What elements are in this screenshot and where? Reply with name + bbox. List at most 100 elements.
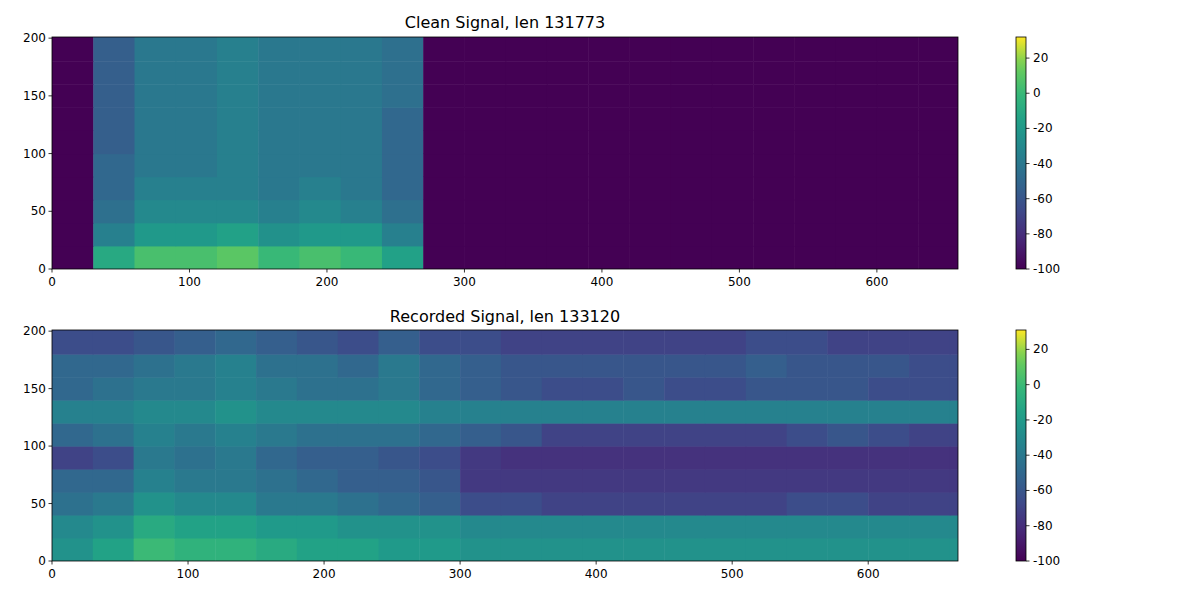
- heatmap-cell: [909, 423, 950, 446]
- heatmap-cell: [623, 446, 664, 469]
- heatmap-cell: [299, 246, 341, 269]
- heatmap-cell: [629, 177, 671, 201]
- heatmap-cell: [256, 515, 297, 538]
- heatmap-cell: [464, 61, 506, 85]
- heatmap-cell: [378, 423, 419, 446]
- heatmap-cell: [506, 130, 548, 154]
- heatmap-cell: [794, 61, 836, 85]
- heatmap-cell: [423, 154, 465, 178]
- heatmap-cell: [52, 446, 93, 469]
- heatmap-cell: [460, 377, 501, 400]
- heatmap-cell: [501, 515, 542, 538]
- heatmap-cell: [297, 354, 338, 377]
- heatmap-cell: [174, 492, 215, 515]
- heatmap-cell: [868, 330, 909, 355]
- heatmap-cell: [215, 538, 256, 561]
- heatmap-cell: [341, 154, 383, 178]
- heatmap-cell: [174, 515, 215, 538]
- heatmap-cell: [93, 84, 135, 108]
- y-tick-label: 50: [31, 204, 46, 218]
- x-tick-label: 0: [48, 567, 56, 581]
- y-tick-label: 100: [23, 147, 46, 161]
- x-tick-label: 300: [453, 275, 476, 289]
- heatmap-cell: [419, 400, 460, 423]
- heatmap-cell: [836, 130, 878, 154]
- heatmap-cell: [827, 330, 868, 355]
- heatmap-cell: [299, 200, 341, 224]
- heatmap-cell: [950, 492, 958, 515]
- heatmap-cell: [542, 469, 583, 492]
- heatmap-cell: [877, 246, 919, 269]
- heatmap-cell: [52, 37, 94, 62]
- heatmap-cell: [174, 377, 215, 400]
- heatmap-cell: [176, 177, 218, 201]
- title: Recorded Signal, len 133120: [390, 307, 620, 326]
- heatmap-cell: [542, 400, 583, 423]
- heatmap-cell: [93, 107, 135, 131]
- y-tick: [49, 95, 53, 96]
- heatmap-cell: [588, 130, 630, 154]
- heatmap-cell: [176, 107, 218, 131]
- heatmap-cell: [501, 538, 542, 561]
- heatmap-cell: [705, 377, 746, 400]
- heatmap-cell: [623, 423, 664, 446]
- heatmap-cell: [423, 130, 465, 154]
- heatmap-cell: [134, 61, 176, 85]
- heatmap-cell: [501, 377, 542, 400]
- heatmap-cell: [299, 84, 341, 108]
- heatmap-cell: [868, 377, 909, 400]
- heatmap-cell: [836, 37, 878, 62]
- heatmap-cell: [134, 37, 176, 62]
- heatmap-cell: [299, 223, 341, 247]
- heatmap-cell: [256, 492, 297, 515]
- x-tick: [596, 561, 597, 565]
- heatmap-cell: [93, 377, 134, 400]
- heatmap-cell: [52, 538, 93, 561]
- y-tick-label: 0: [38, 554, 46, 568]
- heatmap-cell: [542, 354, 583, 377]
- heatmap-cell: [423, 200, 465, 224]
- heatmap-cell: [338, 492, 379, 515]
- colorbar-tick: [1026, 163, 1030, 164]
- heatmap-cell: [215, 515, 256, 538]
- heatmap-cell: [877, 37, 919, 62]
- heatmap-cell: [215, 423, 256, 446]
- title: Clean Signal, len 131773: [405, 13, 605, 32]
- heatmap-cell: [877, 61, 919, 85]
- x-tick: [464, 269, 465, 273]
- heatmap-cell: [705, 446, 746, 469]
- heatmap-cell: [93, 515, 134, 538]
- heatmap-cell: [583, 330, 624, 355]
- heatmap-cell: [877, 130, 919, 154]
- heatmap-cell: [423, 223, 465, 247]
- heatmap-cell: [950, 377, 958, 400]
- heatmap-cell: [753, 61, 795, 85]
- y-tick-label: 150: [23, 89, 46, 103]
- heatmap-cell: [623, 330, 664, 355]
- heatmap-cell: [423, 37, 465, 62]
- heatmap-cell: [382, 223, 424, 247]
- heatmap-cell: [583, 354, 624, 377]
- heatmap-cell: [542, 538, 583, 561]
- heatmap-cell: [623, 400, 664, 423]
- heatmap-cell: [712, 37, 754, 62]
- heatmap-cell: [176, 154, 218, 178]
- heatmap-cell: [629, 61, 671, 85]
- colorbar-tick-label: -60: [1033, 192, 1053, 206]
- heatmap-cell: [746, 492, 787, 515]
- heatmap-cell: [712, 61, 754, 85]
- heatmap-cell: [794, 37, 836, 62]
- heatmap-cell: [501, 423, 542, 446]
- y-tick-label: 200: [23, 31, 46, 45]
- x-tick-label: 200: [316, 275, 339, 289]
- heatmap-cell: [52, 469, 93, 492]
- heatmap-cell: [588, 223, 630, 247]
- y-tick: [49, 269, 53, 270]
- heatmap-cell: [378, 446, 419, 469]
- heatmap-cell: [836, 84, 878, 108]
- heatmap-cell: [787, 423, 828, 446]
- heatmap-cell: [382, 37, 424, 62]
- heatmap-cell: [93, 37, 135, 62]
- heatmap-cell: [341, 223, 383, 247]
- heatmap-cell: [176, 61, 218, 85]
